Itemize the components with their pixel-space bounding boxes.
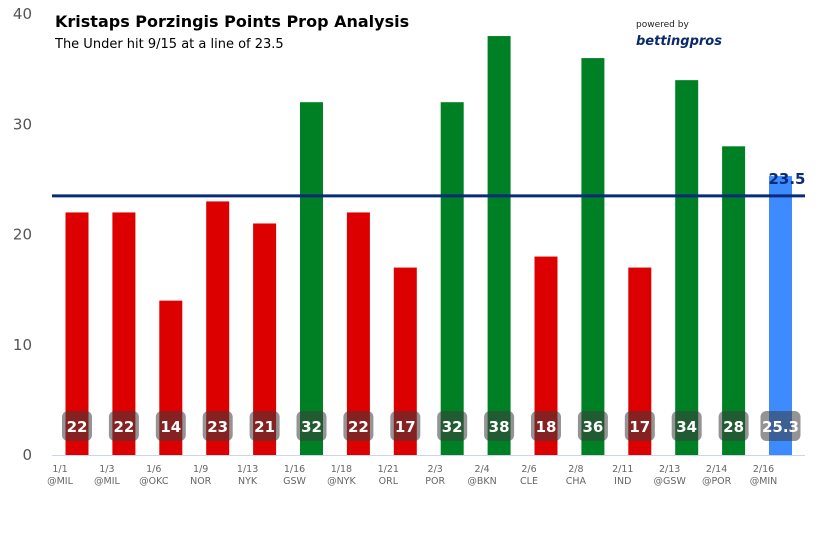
bar-over <box>675 80 699 456</box>
chart-subtitle: The Under hit 9/15 at a line of 23.5 <box>54 37 284 52</box>
data-label: 28 <box>723 418 744 436</box>
y-tick-label: 40 <box>13 5 32 23</box>
x-tick-date: 1/16 <box>284 464 305 475</box>
bettingpros-logo: bettingpros <box>636 34 722 49</box>
x-tick-date: 1/21 <box>378 464 399 475</box>
x-tick-opponent: @MIL <box>94 476 120 487</box>
data-label-box <box>437 411 468 441</box>
x-tick-date: 2/8 <box>568 464 583 475</box>
x-tick-date: 2/14 <box>706 464 727 475</box>
bar-under <box>65 212 89 455</box>
data-label-box <box>390 411 421 441</box>
data-label: 22 <box>348 418 369 436</box>
data-label: 22 <box>67 418 88 436</box>
bar-over <box>300 102 323 455</box>
data-label: 34 <box>676 418 697 436</box>
y-tick-label: 30 <box>13 115 32 133</box>
data-label-box <box>108 411 139 441</box>
data-label-box <box>343 411 374 441</box>
data-label-box <box>671 411 702 441</box>
x-tick-opponent: CHA <box>566 476 587 487</box>
bar-under <box>112 212 136 455</box>
x-tick-opponent: POR <box>425 476 445 487</box>
x-tick-date: 2/16 <box>753 464 774 475</box>
data-label-box <box>296 411 327 441</box>
data-label: 14 <box>160 418 181 436</box>
data-label: 38 <box>489 418 510 436</box>
x-tick-date: 2/4 <box>474 464 489 475</box>
data-label: 25.3 <box>762 418 799 436</box>
x-tick-date: 1/9 <box>193 464 208 475</box>
data-label-box <box>577 411 608 441</box>
x-tick-opponent: NYK <box>238 476 258 487</box>
x-tick-date: 2/13 <box>659 464 680 475</box>
x-tick-opponent: @MIN <box>750 476 778 487</box>
data-label-box <box>155 411 186 441</box>
y-tick-label: 10 <box>13 336 32 354</box>
data-label-box <box>62 411 92 441</box>
data-label: 17 <box>629 418 650 436</box>
data-label: 18 <box>536 418 557 436</box>
data-label-box <box>202 411 233 441</box>
chart-title: Kristaps Porzingis Points Prop Analysis <box>55 12 409 31</box>
data-label: 32 <box>301 418 322 436</box>
bar-under <box>393 267 417 455</box>
bar-under <box>534 256 558 455</box>
bar-over <box>487 36 511 456</box>
x-tick-date: 2/6 <box>521 464 536 475</box>
x-tick-opponent: @GSW <box>654 476 687 487</box>
x-tick-opponent: CLE <box>520 476 538 487</box>
bar-over <box>581 58 605 455</box>
data-label: 32 <box>442 418 463 436</box>
bar-projection <box>769 176 792 455</box>
bar-under <box>206 201 230 455</box>
data-label-box <box>249 411 280 441</box>
x-tick-date: 2/3 <box>428 464 443 475</box>
bar-under <box>628 267 652 455</box>
x-tick-opponent: IND <box>614 476 631 487</box>
data-label-box <box>760 411 801 441</box>
data-label-box <box>484 411 515 441</box>
data-label: 22 <box>113 418 134 436</box>
y-tick-label: 0 <box>22 446 32 464</box>
x-tick-date: 1/6 <box>146 464 161 475</box>
bar-under <box>346 212 370 455</box>
data-label: 17 <box>395 418 416 436</box>
x-tick-date: 1/1 <box>52 464 67 475</box>
prop-line-label: 23.5 <box>768 170 805 188</box>
x-tick-opponent: @POR <box>702 476 732 487</box>
bar-under <box>253 223 277 455</box>
data-label: 36 <box>582 418 603 436</box>
x-tick-opponent: GSW <box>283 476 306 487</box>
x-tick-date: 2/11 <box>612 464 633 475</box>
bar-over <box>440 102 464 455</box>
x-tick-opponent: @NYK <box>327 476 356 487</box>
data-label-box <box>531 411 561 441</box>
x-tick-opponent: @OKC <box>139 476 169 487</box>
data-label-box <box>624 411 655 441</box>
x-tick-date: 1/13 <box>237 464 258 475</box>
x-tick-date: 1/18 <box>331 464 352 475</box>
y-tick-label: 20 <box>13 226 32 244</box>
powered-by-text: powered by <box>636 20 689 30</box>
x-tick-date: 1/3 <box>99 464 114 475</box>
x-tick-opponent: @BKN <box>467 476 496 487</box>
x-tick-opponent: ORL <box>379 476 399 487</box>
data-label: 23 <box>207 418 228 436</box>
bar-over <box>722 146 746 456</box>
x-tick-opponent: NOR <box>190 476 212 487</box>
data-label-box <box>718 411 749 441</box>
x-tick-opponent: @MIL <box>47 476 73 487</box>
data-label: 21 <box>254 418 275 436</box>
